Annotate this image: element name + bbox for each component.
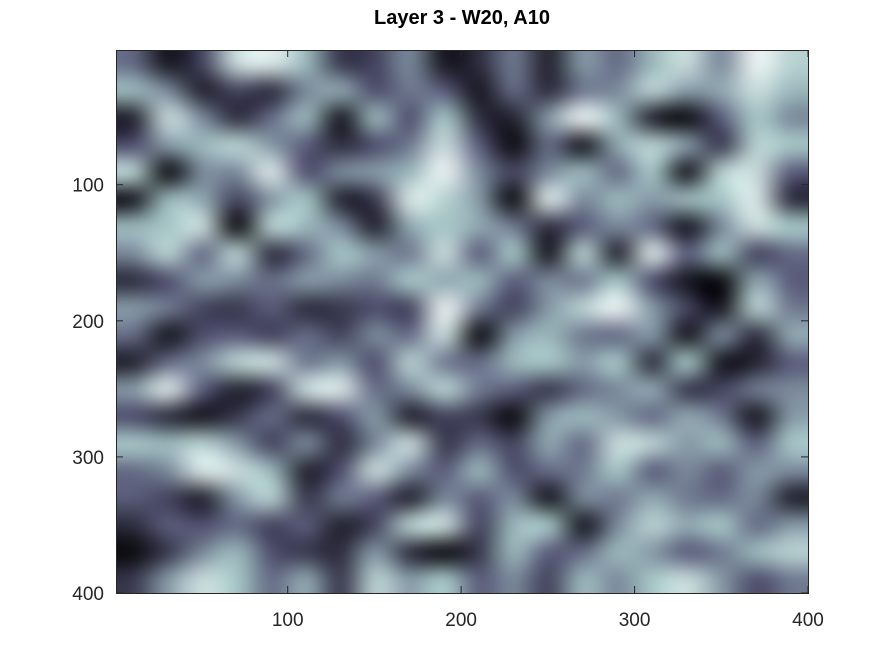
x-tick-label: 300	[619, 610, 651, 631]
y-tick-label: 200	[72, 312, 104, 333]
x-tick-label: 200	[445, 610, 477, 631]
y-tick-label: 300	[72, 448, 104, 469]
heatmap-image	[116, 50, 808, 593]
y-tick-label: 400	[72, 584, 104, 605]
x-tick-label: 100	[272, 610, 304, 631]
chart-title: Layer 3 - W20, A10	[374, 7, 550, 29]
x-tick-label: 400	[792, 610, 824, 631]
y-tick-label: 100	[72, 176, 104, 197]
